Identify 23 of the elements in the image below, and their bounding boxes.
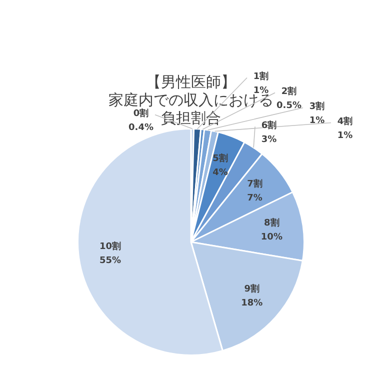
data-label: 7% [247, 193, 262, 204]
text: 【男性医師】 [146, 72, 236, 91]
text: 負担割合 [161, 108, 221, 127]
slice-label: 5割 [212, 153, 228, 164]
data-label: 0.4% [128, 123, 154, 134]
slice-label: 2割 [281, 86, 297, 98]
slice-label: 7割 [247, 178, 262, 190]
data-label: 10% [260, 232, 282, 243]
slice-label: 9割 [244, 284, 260, 295]
slice-label: 0割 [133, 108, 149, 120]
slice-label: 1割 [253, 71, 269, 82]
data-label: 1% [309, 116, 325, 126]
slice-label: 6割 [261, 120, 277, 131]
data-label: 55% [100, 256, 122, 266]
data-label: 0.5% [276, 101, 302, 112]
data-label: 1% [337, 131, 353, 142]
data-label: 3% [261, 134, 277, 145]
slice-label: 10割 [100, 240, 122, 252]
slice-label: 4割 [337, 116, 353, 128]
slice-label: 3割 [309, 101, 325, 112]
data-label: 4% [212, 168, 228, 178]
slice-label: 8割 [264, 218, 280, 229]
data-label: 18% [241, 298, 263, 309]
